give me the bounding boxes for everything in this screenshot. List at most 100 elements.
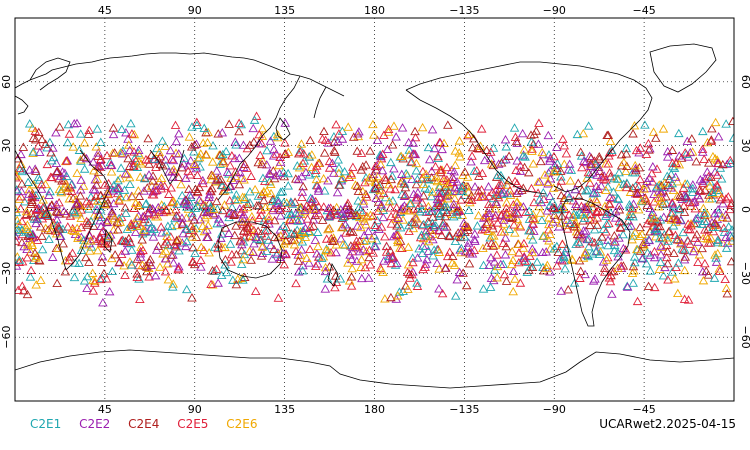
occultation-marker [228,175,239,184]
occultation-marker [449,167,459,176]
occultation-marker [296,245,307,254]
occultation-marker [514,186,524,195]
occultation-marker [335,274,346,283]
occultation-marker [514,220,525,230]
occultation-marker [362,212,373,221]
occultation-marker [350,180,361,189]
occultation-marker [156,184,167,193]
occultation-marker [265,136,276,145]
occultation-marker [352,128,363,138]
occultation-marker [499,269,510,279]
occultation-marker [604,218,614,228]
occultation-marker [519,145,530,154]
occultation-marker [213,243,223,253]
occultation-marker [568,196,579,205]
occultation-marker [478,284,489,293]
occultation-marker [238,275,248,284]
occultation-marker [714,264,725,273]
occultation-marker [632,296,643,306]
occultation-marker [386,258,397,268]
occultation-marker [603,130,614,139]
occultation-marker [168,258,179,267]
occultation-marker [301,167,311,177]
occultation-marker [706,135,717,144]
occultation-marker [534,177,545,186]
occultation-marker [723,192,734,201]
occultation-marker [452,275,462,284]
occultation-marker [708,222,718,231]
occultation-marker [508,255,518,264]
occultation-marker [624,200,635,209]
occultation-marker [528,139,539,148]
occultation-marker [64,129,75,138]
occultation-marker [124,161,135,170]
occultation-marker [583,121,594,130]
occultation-marker [286,209,297,219]
occultation-marker [667,178,678,188]
occultation-marker [384,179,394,189]
occultation-marker [30,164,40,173]
occultation-marker [529,129,539,139]
occultation-marker [509,123,520,132]
occultation-marker [28,147,39,156]
occultation-marker [138,225,149,234]
occultation-marker [327,158,338,167]
occultation-marker [286,229,297,238]
occultation-marker [639,184,649,193]
occultation-marker [662,246,673,256]
occultation-marker [592,220,602,229]
occultation-marker [201,207,212,217]
occultation-marker [304,203,314,212]
occultation-marker [506,259,517,269]
occultation-marker [95,215,105,225]
occultation-marker [188,242,198,252]
occultation-marker [108,129,119,139]
occultation-marker [337,173,348,182]
occultation-marker [662,152,673,161]
occultation-marker [466,157,476,166]
occultation-marker [545,153,555,163]
occultation-marker [360,177,370,187]
occultation-marker [556,176,567,185]
occultation-marker [17,229,28,239]
occultation-marker [260,202,271,212]
occultation-marker [161,205,172,214]
occultation-marker [717,212,728,221]
occultation-marker [330,282,340,292]
occultation-marker [72,223,82,232]
occultation-marker [592,170,602,179]
occultation-marker [713,188,724,198]
occultation-marker [613,194,624,203]
occultation-marker [135,294,145,304]
occultation-marker [164,189,174,198]
occultation-marker [234,179,245,189]
occultation-marker [707,124,717,133]
occultation-marker [190,184,201,193]
occultation-marker [48,143,58,152]
occultation-marker [410,132,421,142]
occultation-marker [22,252,32,262]
occultation-marker [191,139,202,148]
occultation-marker [84,125,95,135]
occultation-marker [99,180,110,189]
occultation-marker [221,223,231,232]
occultation-marker [469,234,480,244]
occultation-marker [601,255,612,264]
occultation-marker [369,241,380,250]
occultation-marker [353,186,364,195]
occultation-marker [538,188,549,197]
occultation-marker [248,247,258,256]
occultation-marker [251,232,261,241]
occultation-marker [584,151,595,161]
occultation-marker [682,179,693,188]
occultation-marker [305,135,316,145]
occultation-marker [229,209,240,218]
occultation-marker [277,186,288,196]
occultation-marker [167,221,177,231]
occultation-marker [391,214,401,223]
occultation-marker [35,210,45,219]
occultation-marker [410,126,420,136]
occultation-marker [221,146,231,156]
occultation-marker [372,135,383,144]
occultation-marker [115,173,125,183]
